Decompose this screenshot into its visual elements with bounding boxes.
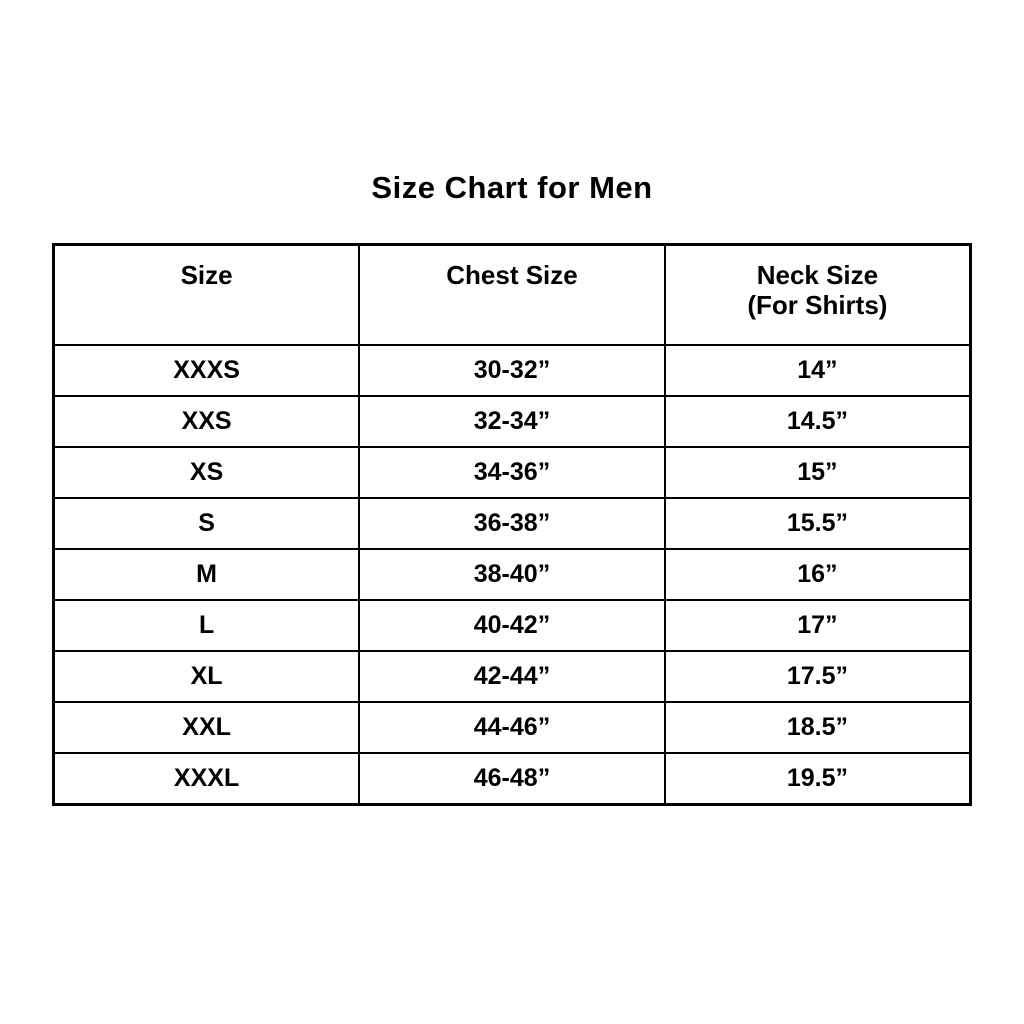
neck-size-cell: 17.5”: [663, 650, 972, 703]
size-cell: L: [52, 599, 361, 652]
header-neck-size-label: Neck Size: [756, 260, 879, 290]
neck-size-cell: 15”: [663, 446, 972, 499]
header-cell-chest-size: Chest Size: [358, 243, 666, 346]
neck-size-cell: 14.5”: [663, 395, 972, 448]
size-cell: XL: [52, 650, 361, 703]
chest-size-cell: 30-32”: [358, 344, 666, 397]
size-cell: XXXS: [52, 344, 361, 397]
table-row: M 38-40” 16”: [52, 548, 972, 601]
table-row: L 40-42” 17”: [52, 599, 972, 652]
header-chest-size-label: Chest Size: [446, 260, 578, 290]
chest-size-cell: 40-42”: [358, 599, 666, 652]
header-row: Size Chest Size Neck Size (For Shirts): [52, 243, 972, 346]
size-cell: M: [52, 548, 361, 601]
table-row: XXL 44-46” 18.5”: [52, 701, 972, 754]
size-cell: XXXL: [52, 752, 361, 806]
neck-size-cell: 18.5”: [663, 701, 972, 754]
table-body: XXXS 30-32” 14” XXS 32-34” 14.5” XS 34-36” 15” S 3…: [52, 344, 972, 806]
table-row: XS 34-36” 15”: [52, 446, 972, 499]
chest-size-cell: 46-48”: [358, 752, 666, 806]
header-cell-neck-size: Neck Size (For Shirts): [663, 243, 972, 346]
size-cell: XXS: [52, 395, 361, 448]
size-cell: S: [52, 497, 361, 550]
chest-size-cell: 32-34”: [358, 395, 666, 448]
header-size-label: Size: [180, 260, 233, 290]
page-title: Size Chart for Men: [371, 170, 653, 205]
chest-size-cell: 38-40”: [358, 548, 666, 601]
neck-size-cell: 14”: [663, 344, 972, 397]
table-header: Size Chest Size Neck Size (For Shirts): [52, 243, 972, 346]
header-cell-size: Size: [52, 243, 361, 346]
size-cell: XXL: [52, 701, 361, 754]
neck-size-cell: 15.5”: [663, 497, 972, 550]
chest-size-cell: 42-44”: [358, 650, 666, 703]
chest-size-cell: 36-38”: [358, 497, 666, 550]
table-row: XXS 32-34” 14.5”: [52, 395, 972, 448]
table-row: XXXS 30-32” 14”: [52, 344, 972, 397]
neck-size-cell: 16”: [663, 548, 972, 601]
header-neck-size-sublabel: (For Shirts): [747, 290, 888, 320]
table-row: S 36-38” 15.5”: [52, 497, 972, 550]
neck-size-cell: 17”: [663, 599, 972, 652]
table-row: XXXL 46-48” 19.5”: [52, 752, 972, 806]
chest-size-cell: 34-36”: [358, 446, 666, 499]
size-chart-table: Size Chest Size Neck Size (For Shirts) X…: [52, 243, 972, 806]
chest-size-cell: 44-46”: [358, 701, 666, 754]
size-cell: XS: [52, 446, 361, 499]
table-row: XL 42-44” 17.5”: [52, 650, 972, 703]
neck-size-cell: 19.5”: [663, 752, 972, 806]
